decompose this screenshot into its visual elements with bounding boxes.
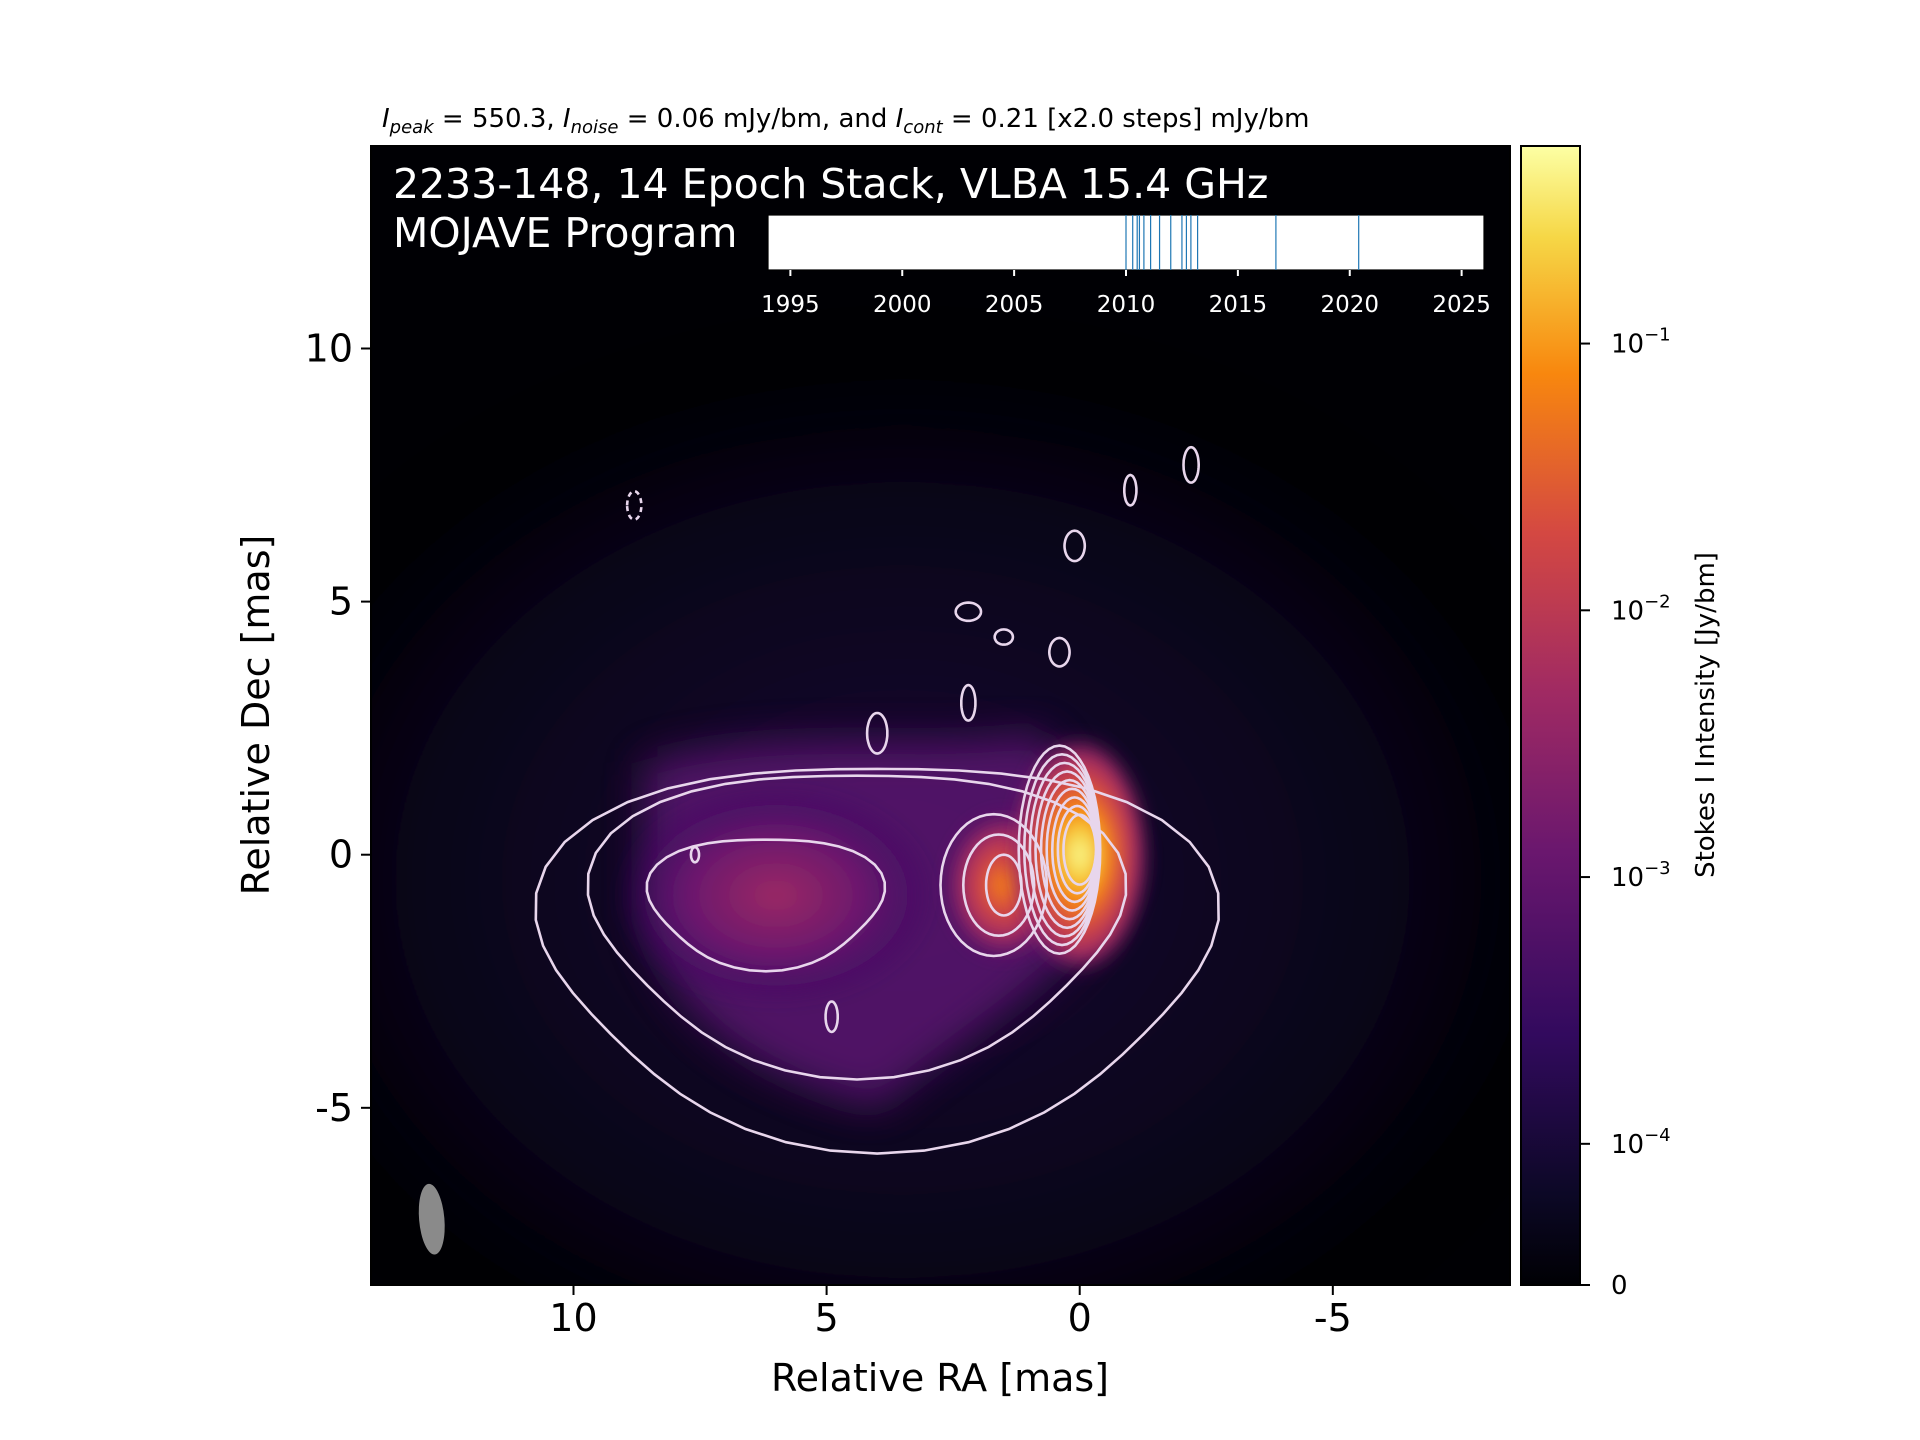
y-tick-label: -5 [315,1086,353,1130]
colorbar-fill [1520,145,1581,1286]
x-axis-label: Relative RA [mas] [771,1356,1109,1400]
timeline-tick-label: 2000 [873,292,932,318]
colorbar-label: Stokes I Intensity [Jy/bm] [1691,552,1721,878]
contour-extended [534,767,1220,1155]
colorbar-tick-label: 10−1 [1611,325,1671,360]
contour-knot [961,833,1036,938]
contour-extended [586,774,1128,1081]
contour-negative [625,489,643,521]
contour-island [1123,473,1138,507]
contour-island [1182,445,1201,484]
contour-island [960,683,977,722]
y-tick-label: 5 [329,580,353,624]
image-title-line1: 2233-148, 14 Epoch Stack, VLBA 15.4 GHz [393,160,1268,208]
y-axis: 10 5 0 -5 [305,326,371,1130]
contour-island [993,628,1015,646]
timeline-tick-label: 1995 [761,292,820,318]
emission-component [613,783,938,1007]
timeline-epoch-lines [1125,215,1360,270]
header-stats: Ipeak = 550.3, Inoise = 0.06 mJy/bm, and… [382,104,1309,138]
x-axis: 10 5 0 -5 [549,1285,1352,1340]
y-tick-label: 10 [305,326,353,370]
emission-map [371,323,1510,1285]
colorbar-tick-label: 10−3 [1611,858,1671,893]
image-panel [371,146,1510,1285]
y-tick-label: 0 [329,833,353,877]
image-title-line2: MOJAVE Program [393,209,737,257]
x-tick-label: 10 [549,1296,597,1340]
colorbar: 10−1 10−2 10−3 10−4 0 [1520,145,1671,1301]
colorbar-tick-label: 0 [1611,1271,1628,1301]
contour-lines [534,445,1220,1155]
image-frame [370,145,1511,1286]
contour-island [954,601,983,623]
timeline-tick-label: 2010 [1097,292,1156,318]
contour-extended [645,838,887,973]
x-tick-label: -5 [1314,1296,1352,1340]
contour-core [1017,744,1102,956]
timeline-tick-label: 2015 [1209,292,1268,318]
timeline-ticks: 1995 2000 2005 2010 2015 2020 2025 [761,270,1491,318]
contour-island [689,845,701,864]
beam-ellipse [418,1183,445,1255]
contour-island [1063,529,1087,563]
y-axis-label: Relative Dec [mas] [234,535,278,896]
contour-island [1047,636,1071,668]
contour-island [824,1000,839,1034]
colorbar-tick-label: 10−2 [1611,591,1671,626]
contour-island [865,711,889,755]
timeline-tick-label: 2025 [1432,292,1491,318]
x-tick-label: 5 [815,1296,839,1340]
epoch-timeline: 1995 2000 2005 2010 2015 2020 2025 [761,214,1491,318]
x-tick-label: 0 [1068,1296,1092,1340]
contour-knot [984,853,1023,917]
timeline-tick-label: 2020 [1320,292,1379,318]
timeline-tick-label: 2005 [985,292,1044,318]
colorbar-tick-label: 10−4 [1611,1125,1671,1160]
contour-knot [939,812,1049,958]
colorbar-ticks: 10−1 10−2 10−3 10−4 0 [1580,325,1671,1301]
